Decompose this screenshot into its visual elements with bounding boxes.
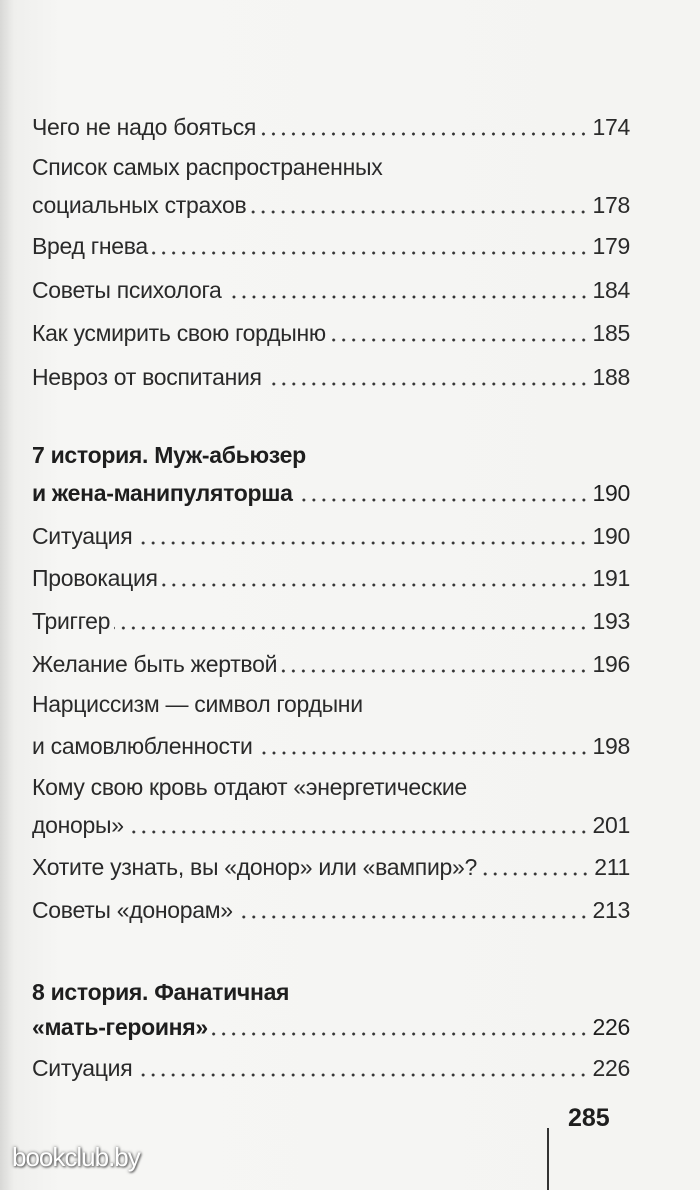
toc-entry-title: «мать-героиня» xyxy=(32,1014,208,1040)
toc-entry: Хотите узнать, вы «донор» или «вампир»? 2… xyxy=(32,852,630,882)
toc-entry: Чего не надо бояться 174 xyxy=(32,112,630,142)
toc-entry-title: доноры» xyxy=(32,812,124,838)
toc-entry: Список самых распространенных xyxy=(32,152,630,182)
toc-entry-title: Ситуация xyxy=(32,523,133,549)
toc-entry-title: и жена-манипуляторша xyxy=(32,480,293,506)
toc-entry-title: Советы психолога xyxy=(32,277,222,303)
dot-leader xyxy=(211,1031,589,1037)
toc-entry: Триггер 193 xyxy=(32,606,630,636)
dot-leader xyxy=(127,829,589,835)
toc-entry-page: 193 xyxy=(592,608,631,634)
toc-entry: Ситуация 226 xyxy=(32,1053,630,1083)
toc-entry-title: Ситуация xyxy=(32,1055,133,1081)
toc-entry-page: 190 xyxy=(592,523,631,549)
toc-entry: 7 история. Муж-абьюзер xyxy=(32,440,630,470)
toc-entry: Провокация 191 xyxy=(32,563,630,593)
toc-entry: Советы психолога 184 xyxy=(32,275,630,305)
dot-leader xyxy=(260,131,589,137)
dot-leader xyxy=(236,914,589,920)
toc-entry: Невроз от воспитания 188 xyxy=(32,362,630,392)
toc-entry-title: 7 история. Муж-абьюзер xyxy=(32,442,306,468)
toc-entry-title: 8 история. Фанатичная xyxy=(32,979,290,1005)
toc-entry: и жена-манипуляторша 190 xyxy=(32,478,630,508)
toc-entry-title: Нарциссизм — символ гордыни xyxy=(32,691,363,717)
toc-entry-page: 211 xyxy=(594,854,630,880)
toc-entry: 8 история. Фанатичная xyxy=(32,977,630,1007)
toc-entry-page: 226 xyxy=(592,1014,631,1040)
toc-entry-title: социальных страхов xyxy=(32,192,247,218)
dot-leader xyxy=(296,497,589,503)
toc-entry-page: 226 xyxy=(592,1055,631,1081)
dot-leader xyxy=(136,1072,589,1078)
page-number: 285 xyxy=(568,1104,610,1132)
toc-entry-page: 188 xyxy=(592,364,631,390)
toc-entry-title: Хотите узнать, вы «донор» или «вампир»? xyxy=(32,854,477,880)
toc-entry-title: Как усмирить свою гордыню xyxy=(32,320,326,346)
toc-entry-title: Кому свою кровь отдают «энергетические xyxy=(32,774,467,800)
toc-entry: Вред гнева 179 xyxy=(32,231,630,261)
toc-entry-page: 190 xyxy=(592,480,631,506)
toc-entry: Советы «донорам» 213 xyxy=(32,895,630,925)
vertical-rule xyxy=(547,1128,549,1190)
toc-entry-title: Вред гнева xyxy=(32,233,148,259)
dot-leader xyxy=(281,668,589,674)
toc-entry-title: Чего не надо бояться xyxy=(32,114,257,140)
toc-entry-page: 179 xyxy=(592,233,631,259)
dot-leader xyxy=(265,381,589,387)
toc-entry-page: 184 xyxy=(592,277,631,303)
toc-entry-page: 191 xyxy=(592,565,631,591)
toc-entry-page: 198 xyxy=(592,733,631,759)
toc-entry: доноры» 201 xyxy=(32,810,630,840)
toc-entry-title: Желание быть жертвой xyxy=(32,651,278,677)
toc-entry-title: Триггер xyxy=(32,608,111,634)
toc-entry-title: Провокация xyxy=(32,565,158,591)
toc-entry-page: 178 xyxy=(592,192,631,218)
toc-entry: Ситуация 190 xyxy=(32,521,630,551)
dot-leader xyxy=(481,871,591,877)
dot-leader xyxy=(329,337,589,343)
dot-leader xyxy=(136,540,589,546)
toc-entry-title: Список самых распространенных xyxy=(32,154,383,180)
dot-leader xyxy=(250,209,589,215)
toc-entry: Кому свою кровь отдают «энергетические xyxy=(32,772,630,802)
toc-entry: Нарциссизм — символ гордыни xyxy=(32,689,630,719)
toc-entry: Желание быть жертвой 196 xyxy=(32,649,630,679)
dot-leader xyxy=(161,582,589,588)
watermark: bookclub.by xyxy=(12,1142,141,1172)
toc-entry-title: Советы «донорам» xyxy=(32,897,233,923)
dot-leader xyxy=(225,294,589,300)
toc-entry-title: и самовлюбленности xyxy=(32,733,253,759)
toc-entry-page: 201 xyxy=(592,812,631,838)
toc-entry: и самовлюбленности 198 xyxy=(32,731,630,761)
toc-entry: «мать-героиня» 226 xyxy=(32,1012,630,1042)
dot-leader xyxy=(114,625,589,631)
toc-entry-page: 213 xyxy=(592,897,631,923)
dot-leader xyxy=(151,250,589,256)
toc-entry-page: 196 xyxy=(592,651,631,677)
toc-entry-page: 174 xyxy=(592,114,631,140)
toc-entry: Как усмирить свою гордыню 185 xyxy=(32,318,630,348)
toc-entry: социальных страхов 178 xyxy=(32,190,630,220)
dot-leader xyxy=(256,750,589,756)
toc-entry-page: 185 xyxy=(592,320,631,346)
toc-entry-title: Невроз от воспитания xyxy=(32,364,262,390)
